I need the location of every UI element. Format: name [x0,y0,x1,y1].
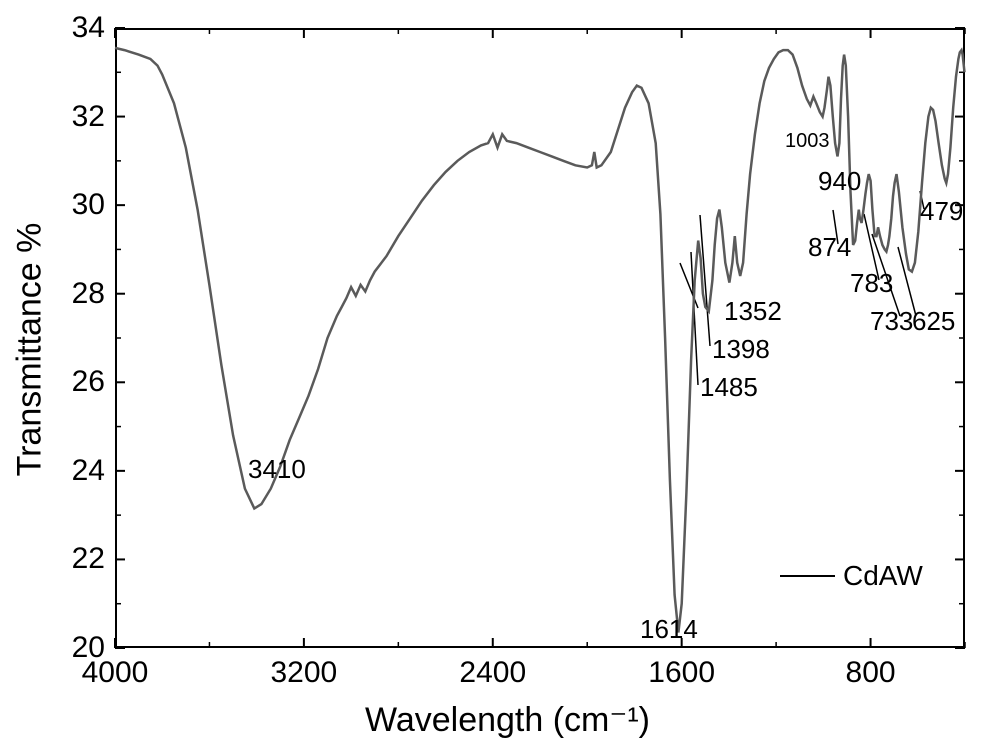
y-tick-label: 34 [72,11,105,45]
peak-label: 1614 [640,614,698,645]
legend-swatch [780,575,835,577]
x-tick-label: 1600 [648,656,715,690]
plot-area [115,28,965,648]
peak-label: 1352 [724,296,782,327]
y-tick-label: 30 [72,188,105,222]
y-tick-label: 22 [72,542,105,576]
peak-label: 3410 [248,454,306,485]
x-tick-label: 2400 [459,656,526,690]
y-tick-label: 28 [72,277,105,311]
x-tick-label: 3200 [271,656,338,690]
y-tick-label: 24 [72,454,105,488]
peak-label: 874 [808,232,851,263]
peak-label: 625 [912,306,955,337]
y-tick-label: 32 [72,100,105,134]
legend: CdAW [780,560,923,592]
ir-spectrum-chart: Transmittance % Wavelength (cm⁻¹) 202224… [0,0,1000,747]
x-axis-label: Wavelength (cm⁻¹) [365,700,650,740]
peak-label: 479 [920,196,963,227]
y-axis-label: Transmittance % [11,220,50,480]
y-tick-label: 26 [72,365,105,399]
peak-label: 1398 [712,334,770,365]
peak-label: 940 [818,166,861,197]
x-tick-label: 4000 [82,656,149,690]
x-tick-label: 800 [846,656,896,690]
peak-label: 1485 [700,372,758,403]
peak-label: 783 [850,268,893,299]
peak-label: 1003 [785,130,830,153]
peak-label: 733 [870,306,913,337]
legend-label: CdAW [843,560,923,592]
